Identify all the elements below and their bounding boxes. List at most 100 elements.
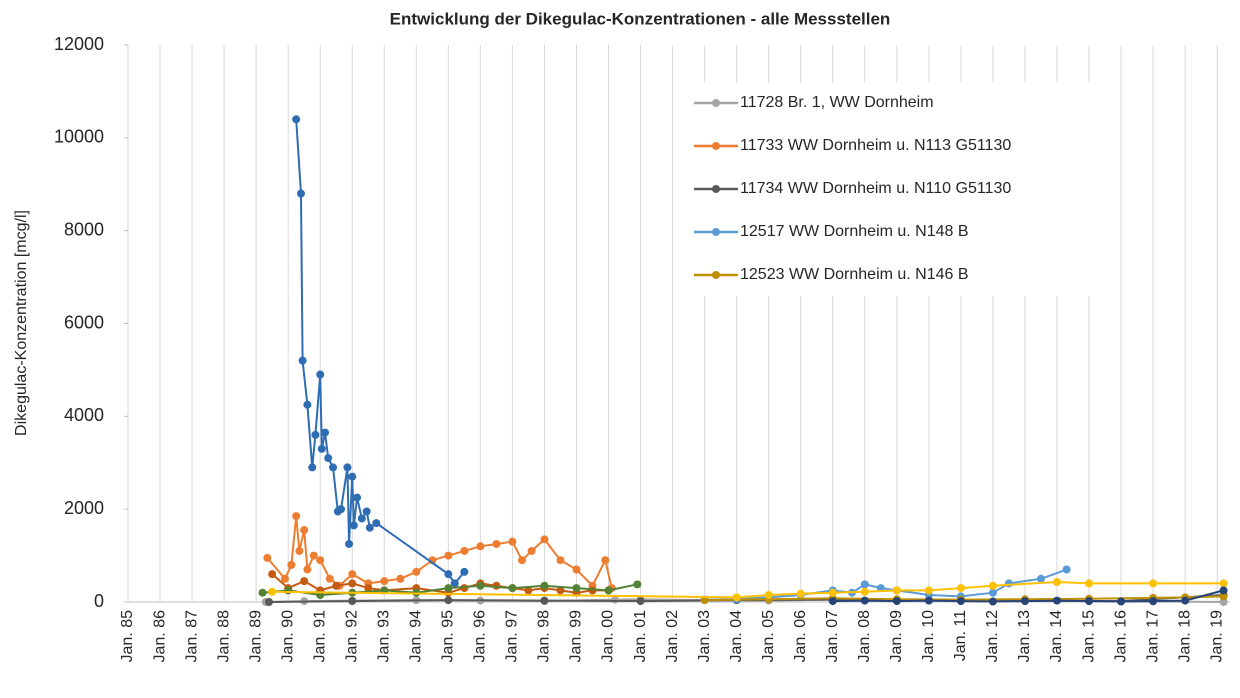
data-point [280,574,289,583]
data-point [1181,596,1190,605]
data-point [303,400,312,409]
data-point [1219,586,1228,595]
x-tick-label: Jan. 03 [696,610,713,663]
data-point [540,535,549,544]
data-point [296,189,305,198]
data-point [258,588,267,597]
x-tick-label: Jan. 08 [856,610,873,663]
data-point [556,556,565,565]
data-point [365,523,374,532]
y-tick-label: 12000 [54,34,104,54]
data-point [450,579,459,588]
data-point [1085,597,1094,606]
x-tick-label: Jan. 00 [600,610,617,663]
data-point [1149,597,1158,606]
data-point [476,581,485,590]
data-point [956,597,965,606]
data-point [357,514,366,523]
legend-marker [712,99,720,107]
data-point [287,560,296,569]
x-tick-label: Jan. 13 [1016,610,1033,663]
x-tick-label: Jan. 18 [1176,610,1193,663]
data-point [268,570,277,579]
x-tick-label: Jan. 19 [1208,610,1225,663]
data-point [1219,579,1228,588]
data-point [264,598,273,606]
data-point [348,570,357,579]
x-tick-label: Jan. 87 [183,610,200,663]
x-tick-label: Jan. 06 [792,610,809,663]
data-point [700,596,709,605]
data-point [476,542,485,551]
data-point [337,505,346,514]
data-point [349,521,358,530]
data-point [396,574,405,583]
x-tick-label: Jan. 09 [888,610,905,663]
x-tick-label: Jan. 17 [1144,610,1161,663]
data-point [956,584,965,593]
legend-label: 11734 WW Dornheim u. N110 G51130 [740,180,1011,197]
data-point [324,454,333,463]
x-tick-label: Jan. 96 [472,610,489,663]
x-tick-label: Jan. 86 [151,610,168,663]
data-point [1085,579,1094,588]
x-tick-label: Jan. 98 [536,610,553,663]
data-point [348,597,357,606]
legend-label: 12517 WW Dornheim u. N148 B [740,223,969,240]
data-point [1004,579,1013,588]
x-tick-label: Jan. 10 [920,610,937,663]
data-point [325,574,334,583]
data-point [540,596,549,605]
x-tick-label: Jan. 85 [119,610,136,663]
y-tick-label: 4000 [64,405,104,425]
x-tick-label: Jan. 97 [504,610,521,663]
data-point [604,586,613,595]
data-point [353,493,362,502]
x-tick-label: Jan. 11 [952,610,969,661]
data-point [300,577,309,586]
data-point [1036,574,1045,583]
series [828,586,1228,606]
legend-marker [712,271,720,279]
data-point [508,537,517,546]
data-point [263,553,272,562]
data-point [308,463,317,472]
data-point [924,596,933,605]
y-tick-label: 8000 [64,219,104,239]
data-point [828,597,837,606]
data-point [303,565,312,574]
data-point [380,577,389,586]
data-point [1053,596,1062,605]
data-point [1020,597,1029,606]
series-line [272,581,1224,599]
data-point [508,584,517,593]
x-tick-label: Jan. 15 [1080,610,1097,663]
series-line [295,119,466,586]
data-point [892,597,901,606]
data-point [444,570,453,579]
x-tick-label: Jan. 93 [375,610,392,663]
data-point [988,597,997,606]
legend-marker [712,228,720,236]
x-tick-label: Jan. 91 [311,610,328,663]
legend-label: 11733 WW Dornheim u. N113 G51130 [740,137,1011,154]
data-point [372,519,381,528]
x-tick-label: Jan. 01 [632,610,649,663]
data-point [316,370,325,379]
data-point [1219,592,1228,601]
data-point [412,567,421,576]
data-point [300,526,309,535]
data-point [764,591,773,600]
data-point [345,539,354,548]
data-point [732,593,741,602]
data-point [348,579,357,588]
data-point [311,430,320,439]
x-tick-label: Jan. 12 [984,610,1001,663]
y-tick-label: 2000 [64,498,104,518]
data-point [572,565,581,574]
data-point [860,580,869,589]
y-tick-label: 6000 [64,312,104,332]
data-point [518,556,527,565]
data-point [828,588,837,597]
data-point [268,587,277,596]
